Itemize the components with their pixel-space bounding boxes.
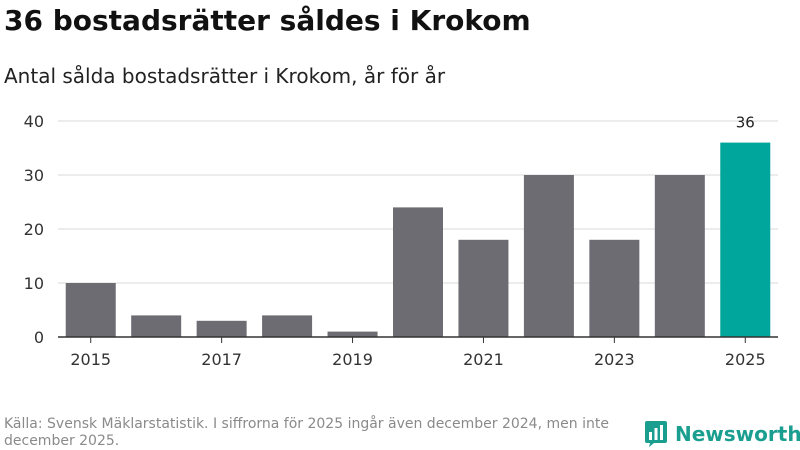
bar-2025 [720,142,771,337]
chart-title: 36 bostadsrätter såldes i Krokom [4,4,531,37]
y-tick-label: 30 [24,166,44,185]
x-tick-label: 2021 [463,350,504,369]
bar-2024 [654,175,705,337]
bar-2017 [196,320,247,337]
bar-2022 [523,175,574,337]
bars [65,142,771,337]
y-tick-label: 40 [24,112,44,131]
bar-chart: 0 10 20 30 40 36 2015 2017 2019 2021 2023 2025 [24,112,778,369]
bar-2019 [327,331,378,337]
chart-subtitle: Antal sålda bostadsrätter i Krokom, år f… [4,64,446,88]
bar-2016 [131,315,182,337]
bar-2018 [262,315,313,337]
bar-2023 [589,239,640,337]
y-tick-label: 0 [34,328,44,347]
y-tick-label: 20 [24,220,44,239]
bar-2021 [458,239,509,337]
data-labels: 36 [736,114,755,132]
x-tick-label: 2017 [201,350,242,369]
y-axis-ticks: 0 10 20 30 40 [24,112,44,347]
x-tick-label: 2019 [332,350,373,369]
newsworthy-logo: Newsworthy [644,419,800,449]
logo-text: Newsworthy [675,422,800,446]
source-note: Källa: Svensk Mäklarstatistik. I siffror… [4,416,609,449]
x-tick-label: 2023 [594,350,635,369]
x-tick-label: 2015 [70,350,111,369]
x-tick-label: 2025 [725,350,766,369]
bar-2015 [65,283,116,337]
x-axis-ticks: 2015 2017 2019 2021 2023 2025 [70,337,766,369]
bar-chart-logo-icon [645,421,667,447]
y-tick-label: 10 [24,274,44,293]
bar-2020 [393,207,443,337]
data-label-2025: 36 [736,114,755,132]
